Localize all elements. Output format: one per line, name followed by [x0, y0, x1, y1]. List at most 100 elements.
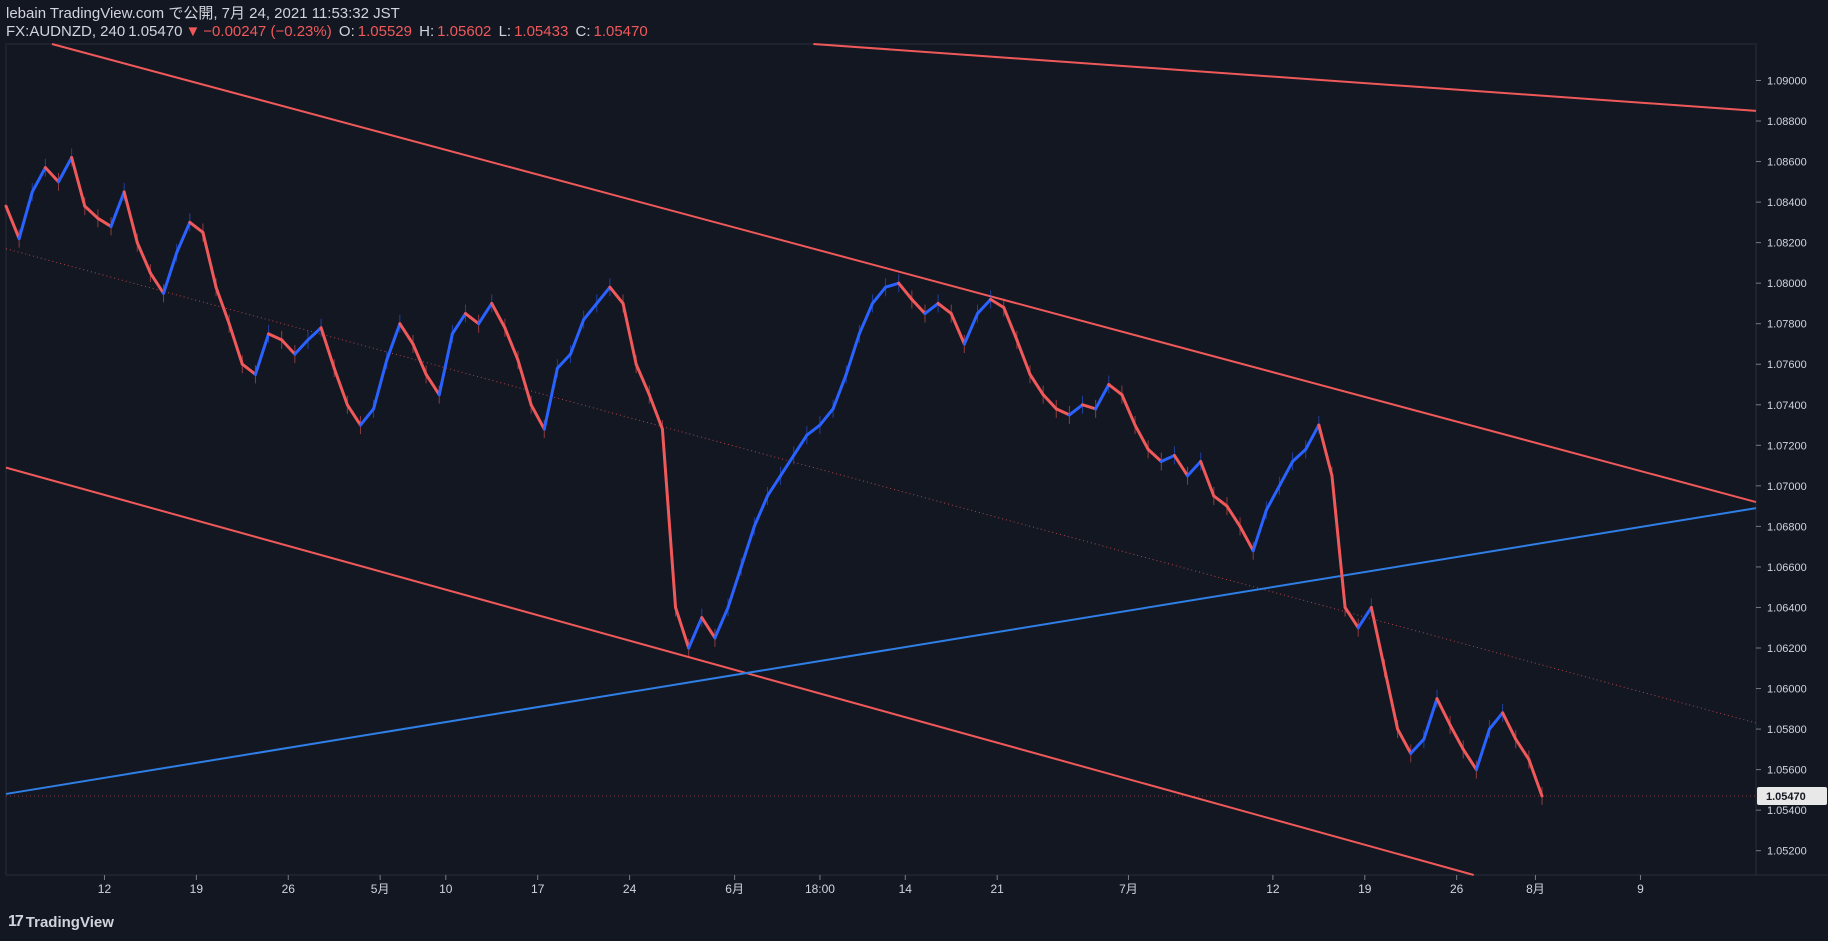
price-segment — [1330, 474, 1347, 609]
price-segment — [989, 297, 1006, 309]
price-segment — [57, 156, 74, 184]
price-segment — [17, 190, 34, 241]
price-series — [4, 148, 1756, 805]
price-segment — [674, 605, 691, 650]
price-segment — [450, 312, 467, 336]
y-tick-label: 1.06600 — [1767, 562, 1807, 574]
publisher-line: lebain TradingView.com で公開, 7月 24, 2021 … — [6, 5, 400, 22]
price-segment — [792, 433, 809, 457]
x-tick-label: 17 — [531, 882, 545, 896]
price-segment — [175, 220, 192, 255]
tradingview-logo[interactable]: 17 TradingView — [8, 913, 114, 931]
rising-trendline — [5, 507, 1757, 795]
price-segment — [595, 285, 612, 305]
high-value: 1.05602 — [437, 23, 492, 40]
price-segment — [135, 241, 152, 275]
price-segment — [4, 204, 21, 241]
price-segment — [188, 220, 205, 234]
y-tick-label: 1.05600 — [1767, 765, 1807, 777]
brand-name: TradingView — [25, 913, 114, 931]
y-tick-label: 1.09000 — [1767, 75, 1807, 87]
price-segment — [1081, 403, 1098, 411]
price-segment — [1396, 727, 1413, 755]
x-tick-label: 18:00 — [805, 882, 835, 896]
price-segment — [293, 338, 310, 356]
price-segment — [1199, 460, 1216, 498]
price-segment — [949, 312, 966, 346]
price-segment — [805, 423, 822, 437]
price-segment — [687, 616, 704, 650]
y-tick-label: 1.08000 — [1767, 278, 1807, 290]
price-segment — [1382, 666, 1400, 731]
price-segment — [148, 271, 166, 295]
price-segment — [857, 301, 874, 336]
price-segment — [1159, 453, 1176, 464]
price-segment — [1501, 711, 1518, 741]
price-segment — [109, 190, 126, 228]
current-price-tag: 1.05470 — [1757, 786, 1827, 805]
price-segment — [844, 332, 861, 376]
time-axis[interactable]: 12 19 26 5月 10 17 24 6月 18:00 14 21 7月 12 19 26 8月 9 — [98, 875, 1644, 896]
price-segment — [1146, 447, 1163, 464]
price-segment — [765, 474, 783, 498]
price-segment — [870, 285, 888, 305]
price-segment — [621, 301, 638, 366]
price-segment — [30, 166, 47, 194]
price-segment — [83, 204, 100, 220]
price-segment — [726, 565, 743, 609]
x-tick-label: 7月 — [1119, 882, 1138, 896]
price-segment — [345, 403, 362, 427]
price-segment — [1002, 305, 1019, 342]
price-segment — [713, 605, 730, 640]
open-value: 1.05529 — [357, 23, 412, 40]
price-segment — [227, 322, 244, 366]
price-segment — [1186, 460, 1203, 478]
close-label: C: — [575, 23, 591, 40]
price-segment — [96, 216, 113, 228]
price-segment — [411, 342, 428, 376]
price-segment — [43, 166, 61, 184]
price-segment — [398, 322, 415, 346]
x-tick-label: 21 — [991, 882, 1005, 896]
y-tick-label: 1.08200 — [1767, 238, 1807, 250]
price-segment — [306, 326, 323, 342]
y-tick-label: 1.05400 — [1767, 805, 1807, 817]
x-tick-label: 24 — [623, 882, 637, 896]
price-segment — [542, 366, 559, 431]
price-segment — [569, 318, 586, 356]
drawing-lines — [5, 43, 1757, 876]
price-segment — [424, 372, 441, 397]
y-tick-label: 1.07000 — [1767, 481, 1807, 493]
x-tick-label: 8月 — [1526, 882, 1545, 896]
price-segment — [923, 301, 940, 316]
price-segment — [490, 301, 507, 330]
x-tick-label: 5月 — [371, 882, 390, 896]
price-segment — [1474, 727, 1491, 772]
price-segment — [332, 366, 349, 407]
price-segment — [608, 285, 625, 305]
price-segment — [385, 322, 402, 362]
price-segment — [1225, 504, 1242, 528]
price-segment — [1251, 508, 1268, 553]
price-segment — [253, 332, 271, 376]
y-tick-label: 1.05200 — [1767, 846, 1807, 858]
price-segment — [477, 301, 494, 326]
open-label: O: — [338, 23, 355, 40]
tradingview-logo-icon: 17 — [8, 913, 24, 930]
price-segment — [739, 524, 756, 569]
price-segment — [1291, 447, 1308, 464]
x-tick-label: 6月 — [725, 882, 744, 896]
price-segment — [910, 297, 927, 316]
price-segment — [1343, 605, 1360, 630]
y-tick-label: 1.06000 — [1767, 684, 1807, 696]
price-axis[interactable]: 1.09000 1.08800 1.08600 1.08400 1.08200 1.080… — [1756, 75, 1807, 858]
price-segment — [897, 281, 914, 301]
price-segment — [1369, 605, 1386, 670]
x-tick-label: 14 — [899, 882, 913, 896]
price-segment — [975, 297, 993, 316]
price-segment — [1120, 393, 1137, 427]
upper-channel — [51, 43, 1757, 504]
y-tick-label: 1.08800 — [1767, 116, 1807, 128]
price-segment — [1067, 403, 1085, 417]
